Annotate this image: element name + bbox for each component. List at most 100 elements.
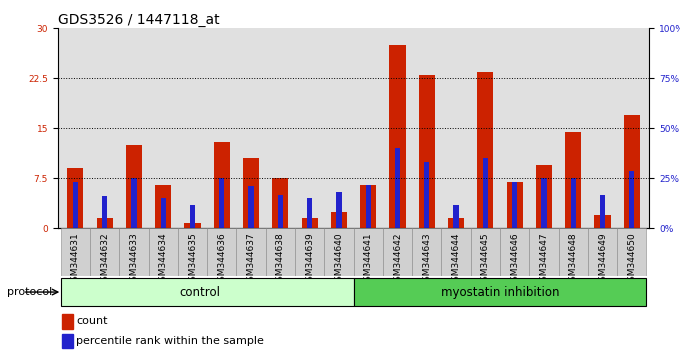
Bar — [390, 45, 405, 228]
Bar — [237, 228, 266, 276]
Bar — [178, 228, 207, 276]
Bar — [448, 218, 464, 228]
Text: GSM344646: GSM344646 — [510, 232, 519, 287]
Bar — [73, 182, 78, 228]
Bar — [90, 28, 119, 228]
Bar — [617, 28, 647, 228]
Bar — [588, 28, 617, 228]
Bar — [565, 132, 581, 228]
Bar — [61, 28, 90, 228]
Bar — [454, 205, 459, 228]
Bar — [324, 228, 354, 276]
Bar — [441, 28, 471, 228]
Bar — [507, 182, 523, 228]
Bar — [354, 228, 383, 276]
Text: GDS3526 / 1447118_at: GDS3526 / 1447118_at — [58, 13, 220, 27]
Bar — [512, 182, 517, 228]
Bar — [536, 165, 552, 228]
Bar — [295, 228, 324, 276]
Bar — [483, 158, 488, 228]
Bar — [383, 28, 412, 228]
Text: GSM344645: GSM344645 — [481, 232, 490, 287]
Text: GSM344641: GSM344641 — [364, 232, 373, 287]
Bar — [131, 178, 137, 228]
Bar — [63, 314, 73, 329]
Bar — [207, 28, 237, 228]
Bar — [594, 215, 611, 228]
Bar — [424, 162, 430, 228]
Text: GSM344637: GSM344637 — [247, 232, 256, 287]
Bar — [360, 185, 376, 228]
Text: GSM344650: GSM344650 — [628, 232, 636, 287]
Bar — [102, 196, 107, 228]
Text: GSM344634: GSM344634 — [158, 232, 168, 287]
Bar — [63, 334, 73, 348]
Bar — [383, 228, 412, 276]
Text: GSM344642: GSM344642 — [393, 232, 402, 287]
Text: control: control — [180, 286, 220, 298]
Bar — [219, 178, 224, 228]
Bar — [149, 28, 178, 228]
Bar — [412, 28, 441, 228]
Text: GSM344638: GSM344638 — [276, 232, 285, 287]
Bar — [588, 228, 617, 276]
Bar — [471, 28, 500, 228]
Bar — [600, 195, 605, 228]
Bar — [277, 195, 283, 228]
Bar — [266, 28, 295, 228]
Text: GSM344639: GSM344639 — [305, 232, 314, 287]
Bar — [190, 205, 195, 228]
Bar — [558, 228, 588, 276]
Bar — [331, 212, 347, 228]
Bar — [90, 228, 119, 276]
Bar — [337, 192, 341, 228]
Bar — [266, 228, 295, 276]
Bar — [477, 72, 494, 228]
Text: GSM344644: GSM344644 — [452, 232, 460, 287]
Bar — [500, 228, 529, 276]
Bar — [500, 28, 529, 228]
Bar — [97, 218, 113, 228]
Bar — [119, 28, 149, 228]
Text: GSM344647: GSM344647 — [539, 232, 549, 287]
Bar — [354, 28, 383, 228]
Bar — [471, 228, 500, 276]
Text: GSM344631: GSM344631 — [71, 232, 80, 287]
Bar — [412, 228, 441, 276]
Bar — [272, 178, 288, 228]
Text: count: count — [76, 316, 107, 326]
Bar — [248, 186, 254, 228]
Bar — [237, 28, 266, 228]
Bar — [324, 28, 354, 228]
Bar — [529, 228, 558, 276]
Bar — [67, 169, 84, 228]
Bar — [529, 28, 558, 228]
Bar — [243, 158, 259, 228]
Bar — [617, 228, 647, 276]
Bar — [126, 145, 142, 228]
Bar — [624, 115, 640, 228]
Bar — [307, 198, 312, 228]
Text: GSM344640: GSM344640 — [335, 232, 343, 287]
Text: GSM344633: GSM344633 — [129, 232, 139, 287]
Bar — [558, 28, 588, 228]
Bar — [178, 28, 207, 228]
Bar — [119, 228, 149, 276]
Bar — [295, 28, 324, 228]
Bar — [160, 198, 166, 228]
Text: GSM344632: GSM344632 — [100, 232, 109, 287]
Text: percentile rank within the sample: percentile rank within the sample — [76, 336, 264, 346]
Bar — [419, 75, 435, 228]
Bar — [395, 148, 400, 228]
Text: GSM344649: GSM344649 — [598, 232, 607, 287]
Bar — [629, 171, 634, 228]
Text: protocol: protocol — [7, 287, 52, 297]
Bar — [541, 178, 547, 228]
Text: GSM344636: GSM344636 — [218, 232, 226, 287]
Bar — [441, 228, 471, 276]
Bar — [149, 228, 178, 276]
Text: myostatin inhibition: myostatin inhibition — [441, 286, 559, 298]
Text: GSM344635: GSM344635 — [188, 232, 197, 287]
Bar — [366, 185, 371, 228]
Bar — [207, 228, 237, 276]
